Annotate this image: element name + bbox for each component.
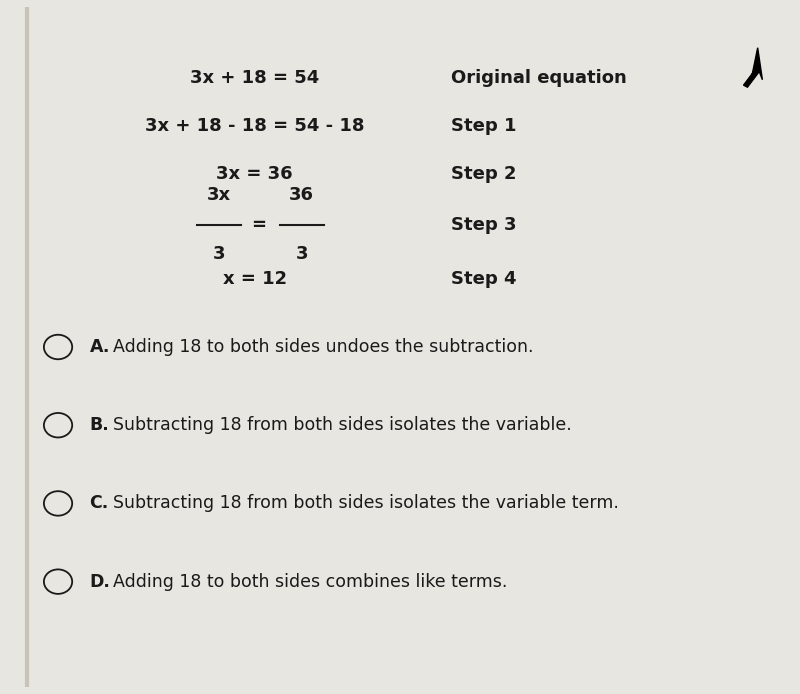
- Text: Subtracting 18 from both sides isolates the variable.: Subtracting 18 from both sides isolates …: [113, 416, 572, 434]
- Text: Original equation: Original equation: [451, 69, 627, 87]
- Text: Step 2: Step 2: [451, 164, 517, 183]
- Text: 3x + 18 - 18 = 54 - 18: 3x + 18 - 18 = 54 - 18: [145, 117, 364, 135]
- Text: C.: C.: [90, 494, 109, 512]
- Text: =: =: [251, 216, 266, 234]
- Text: B.: B.: [90, 416, 110, 434]
- Text: Step 4: Step 4: [451, 270, 517, 288]
- Text: 3x: 3x: [207, 186, 231, 204]
- Text: Step 1: Step 1: [451, 117, 517, 135]
- Text: 3x = 36: 3x = 36: [216, 164, 293, 183]
- Text: Adding 18 to both sides combines like terms.: Adding 18 to both sides combines like te…: [113, 573, 507, 591]
- Text: Subtracting 18 from both sides isolates the variable term.: Subtracting 18 from both sides isolates …: [113, 494, 619, 512]
- Text: Adding 18 to both sides undoes the subtraction.: Adding 18 to both sides undoes the subtr…: [113, 338, 534, 356]
- Text: 3x + 18 = 54: 3x + 18 = 54: [190, 69, 319, 87]
- Text: D.: D.: [90, 573, 110, 591]
- Text: A.: A.: [90, 338, 110, 356]
- Text: x = 12: x = 12: [222, 270, 286, 288]
- Text: Step 3: Step 3: [451, 216, 517, 234]
- Polygon shape: [743, 48, 762, 87]
- Text: 3: 3: [295, 245, 308, 263]
- Text: 36: 36: [290, 186, 314, 204]
- Text: 3: 3: [213, 245, 226, 263]
